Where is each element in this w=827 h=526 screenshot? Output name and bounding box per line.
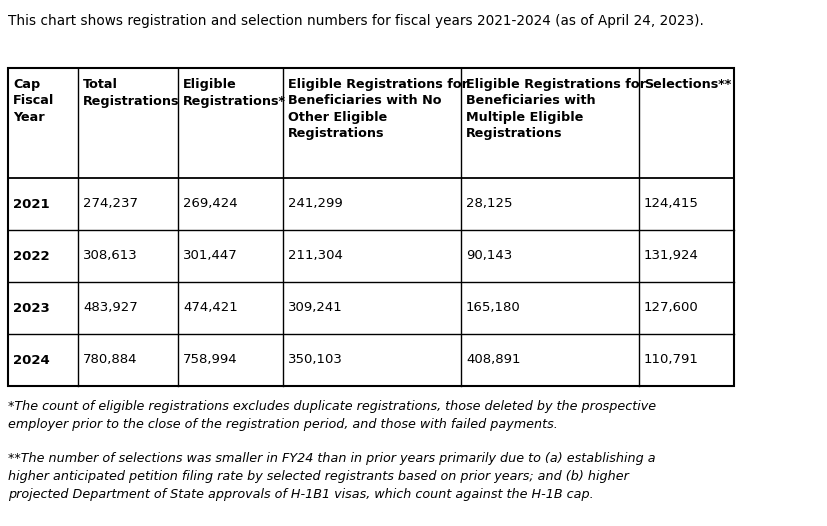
Text: Eligible Registrations for
Beneficiaries with No
Other Eligible
Registrations: Eligible Registrations for Beneficiaries…	[288, 78, 467, 140]
Text: 165,180: 165,180	[466, 301, 520, 315]
Text: This chart shows registration and selection numbers for fiscal years 2021-2024 (: This chart shows registration and select…	[8, 14, 703, 28]
Text: 2022: 2022	[13, 249, 50, 262]
Text: 780,884: 780,884	[83, 353, 137, 367]
Text: 90,143: 90,143	[466, 249, 512, 262]
Text: 2021: 2021	[13, 197, 50, 210]
Text: Total
Registrations: Total Registrations	[83, 78, 179, 107]
Text: 350,103: 350,103	[288, 353, 342, 367]
Bar	[8, 68, 733, 386]
Text: 211,304: 211,304	[288, 249, 342, 262]
Text: **The number of selections was smaller in FY24 than in prior years primarily due: **The number of selections was smaller i…	[8, 452, 655, 501]
Text: 758,994: 758,994	[183, 353, 237, 367]
Text: Eligible Registrations for
Beneficiaries with
Multiple Eligible
Registrations: Eligible Registrations for Beneficiaries…	[466, 78, 645, 140]
Text: 2024: 2024	[13, 353, 50, 367]
Text: 110,791: 110,791	[643, 353, 698, 367]
Text: 274,237: 274,237	[83, 197, 138, 210]
Text: 308,613: 308,613	[83, 249, 137, 262]
Text: 2023: 2023	[13, 301, 50, 315]
Text: 241,299: 241,299	[288, 197, 342, 210]
Text: 131,924: 131,924	[643, 249, 698, 262]
Text: 124,415: 124,415	[643, 197, 698, 210]
Text: 309,241: 309,241	[288, 301, 342, 315]
Text: 474,421: 474,421	[183, 301, 237, 315]
Text: Cap
Fiscal
Year: Cap Fiscal Year	[13, 78, 55, 124]
Text: Eligible
Registrations*: Eligible Registrations*	[183, 78, 285, 107]
Text: Selections**: Selections**	[643, 78, 730, 91]
Text: 269,424: 269,424	[183, 197, 237, 210]
Text: 127,600: 127,600	[643, 301, 698, 315]
Text: 483,927: 483,927	[83, 301, 137, 315]
Text: *The count of eligible registrations excludes duplicate registrations, those del: *The count of eligible registrations exc…	[8, 400, 655, 431]
Text: 301,447: 301,447	[183, 249, 237, 262]
Text: 28,125: 28,125	[466, 197, 512, 210]
Text: 408,891: 408,891	[466, 353, 520, 367]
